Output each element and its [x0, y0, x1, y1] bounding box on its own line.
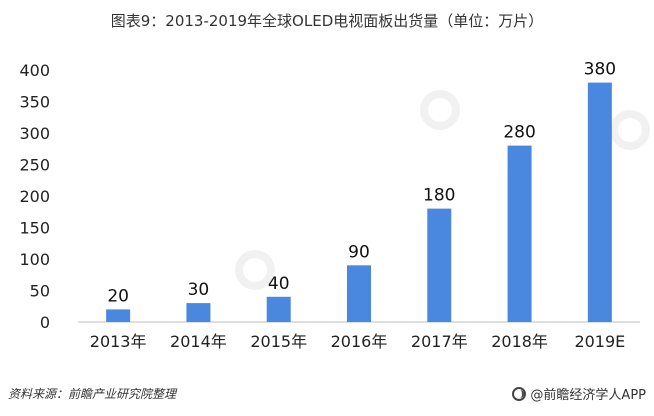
bar: [427, 208, 452, 322]
y-tick-label: 0: [40, 313, 50, 332]
y-tick-label: 100: [19, 250, 50, 269]
y-tick-label: 350: [19, 93, 50, 112]
watermark-mark: [235, 250, 275, 290]
x-tick-label: 2014年: [170, 332, 227, 351]
qianzhan-logo-icon: [512, 386, 527, 401]
source-note: 资料来源：前瞻产业研究院整理: [8, 387, 177, 401]
chart-title: 图表9：2013-2019年全球OLED电视面板出货量（单位：万片）: [110, 12, 544, 30]
data-label: 40: [268, 274, 290, 294]
bar: [266, 296, 291, 322]
x-tick-label: 2018年: [491, 332, 548, 351]
bar: [587, 82, 612, 322]
bar-chart: 0 50 100 150 200 250 300 350 400 2013年 2014年 2015年 2…: [19, 60, 650, 351]
bar: [347, 265, 371, 322]
x-tick-label: 2015年: [250, 332, 307, 351]
y-tick-label: 150: [19, 219, 50, 238]
data-label: 180: [423, 186, 455, 206]
y-tick-label: 300: [19, 124, 50, 143]
bar: [507, 145, 532, 322]
watermark-mark: [420, 90, 460, 130]
brand-credit: @前瞻经济学人APP: [512, 384, 646, 403]
x-tick-label: 2017年: [411, 332, 468, 351]
x-tick-label: 2016年: [331, 332, 388, 351]
data-label: 20: [107, 286, 129, 306]
data-label: 280: [503, 123, 535, 143]
y-tick-label: 50: [30, 282, 50, 301]
data-label: 380: [584, 60, 616, 80]
y-tick-label: 250: [19, 156, 50, 175]
bar: [106, 309, 131, 322]
y-tick-label: 400: [19, 61, 50, 80]
x-tick-label: 2019E: [574, 332, 625, 351]
data-label: 30: [188, 280, 210, 300]
brand-text: @前瞻经济学人APP: [530, 388, 646, 403]
y-tick-label: 200: [19, 187, 50, 206]
watermark-layer: [235, 90, 650, 290]
watermark-mark: [610, 110, 650, 150]
bar: [186, 303, 211, 322]
x-tick-label: 2013年: [90, 332, 147, 351]
data-label: 90: [348, 242, 370, 262]
